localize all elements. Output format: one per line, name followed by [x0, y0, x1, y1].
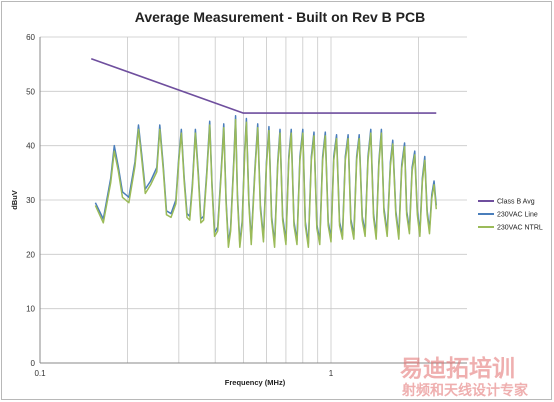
- y-tick-label: 50: [26, 87, 35, 96]
- y-axis-label: dBuV: [10, 190, 19, 210]
- x-tick-label: 1: [329, 369, 334, 378]
- watermark-line1: 易迪拓培训: [400, 355, 515, 382]
- series-line-class-b-avg: [90, 57, 437, 114]
- legend-label: 230VAC Line: [497, 212, 538, 219]
- series-lines: [90, 57, 438, 249]
- y-tick-label: 20: [26, 250, 35, 259]
- x-tick-labels: 0.1 1: [34, 369, 333, 378]
- x-axis-label: Frequency (MHz): [225, 378, 286, 387]
- y-tick-label: 0: [31, 359, 36, 368]
- legend: Class B Avg 230VAC Line 230VAC NTRL: [478, 199, 543, 232]
- y-tick-label: 60: [26, 33, 35, 42]
- y-tick-label: 30: [26, 196, 35, 205]
- y-tick-label: 40: [26, 142, 35, 151]
- legend-label: 230VAC NTRL: [497, 225, 543, 232]
- x-tick-label: 0.1: [34, 369, 46, 378]
- watermark-line2: 射频和天线设计专家: [401, 382, 529, 399]
- watermark: 易迪拓培训 射频和天线设计专家: [400, 355, 529, 399]
- axes: [39, 37, 467, 364]
- chart-title: Average Measurement - Built on Rev B PCB: [135, 9, 425, 25]
- legend-label: Class B Avg: [497, 199, 535, 206]
- series-line-230vac-ntrl: [94, 118, 438, 249]
- y-tick-labels: 0 10 20 30 40 50 60: [26, 33, 35, 368]
- y-tick-label: 10: [26, 305, 35, 314]
